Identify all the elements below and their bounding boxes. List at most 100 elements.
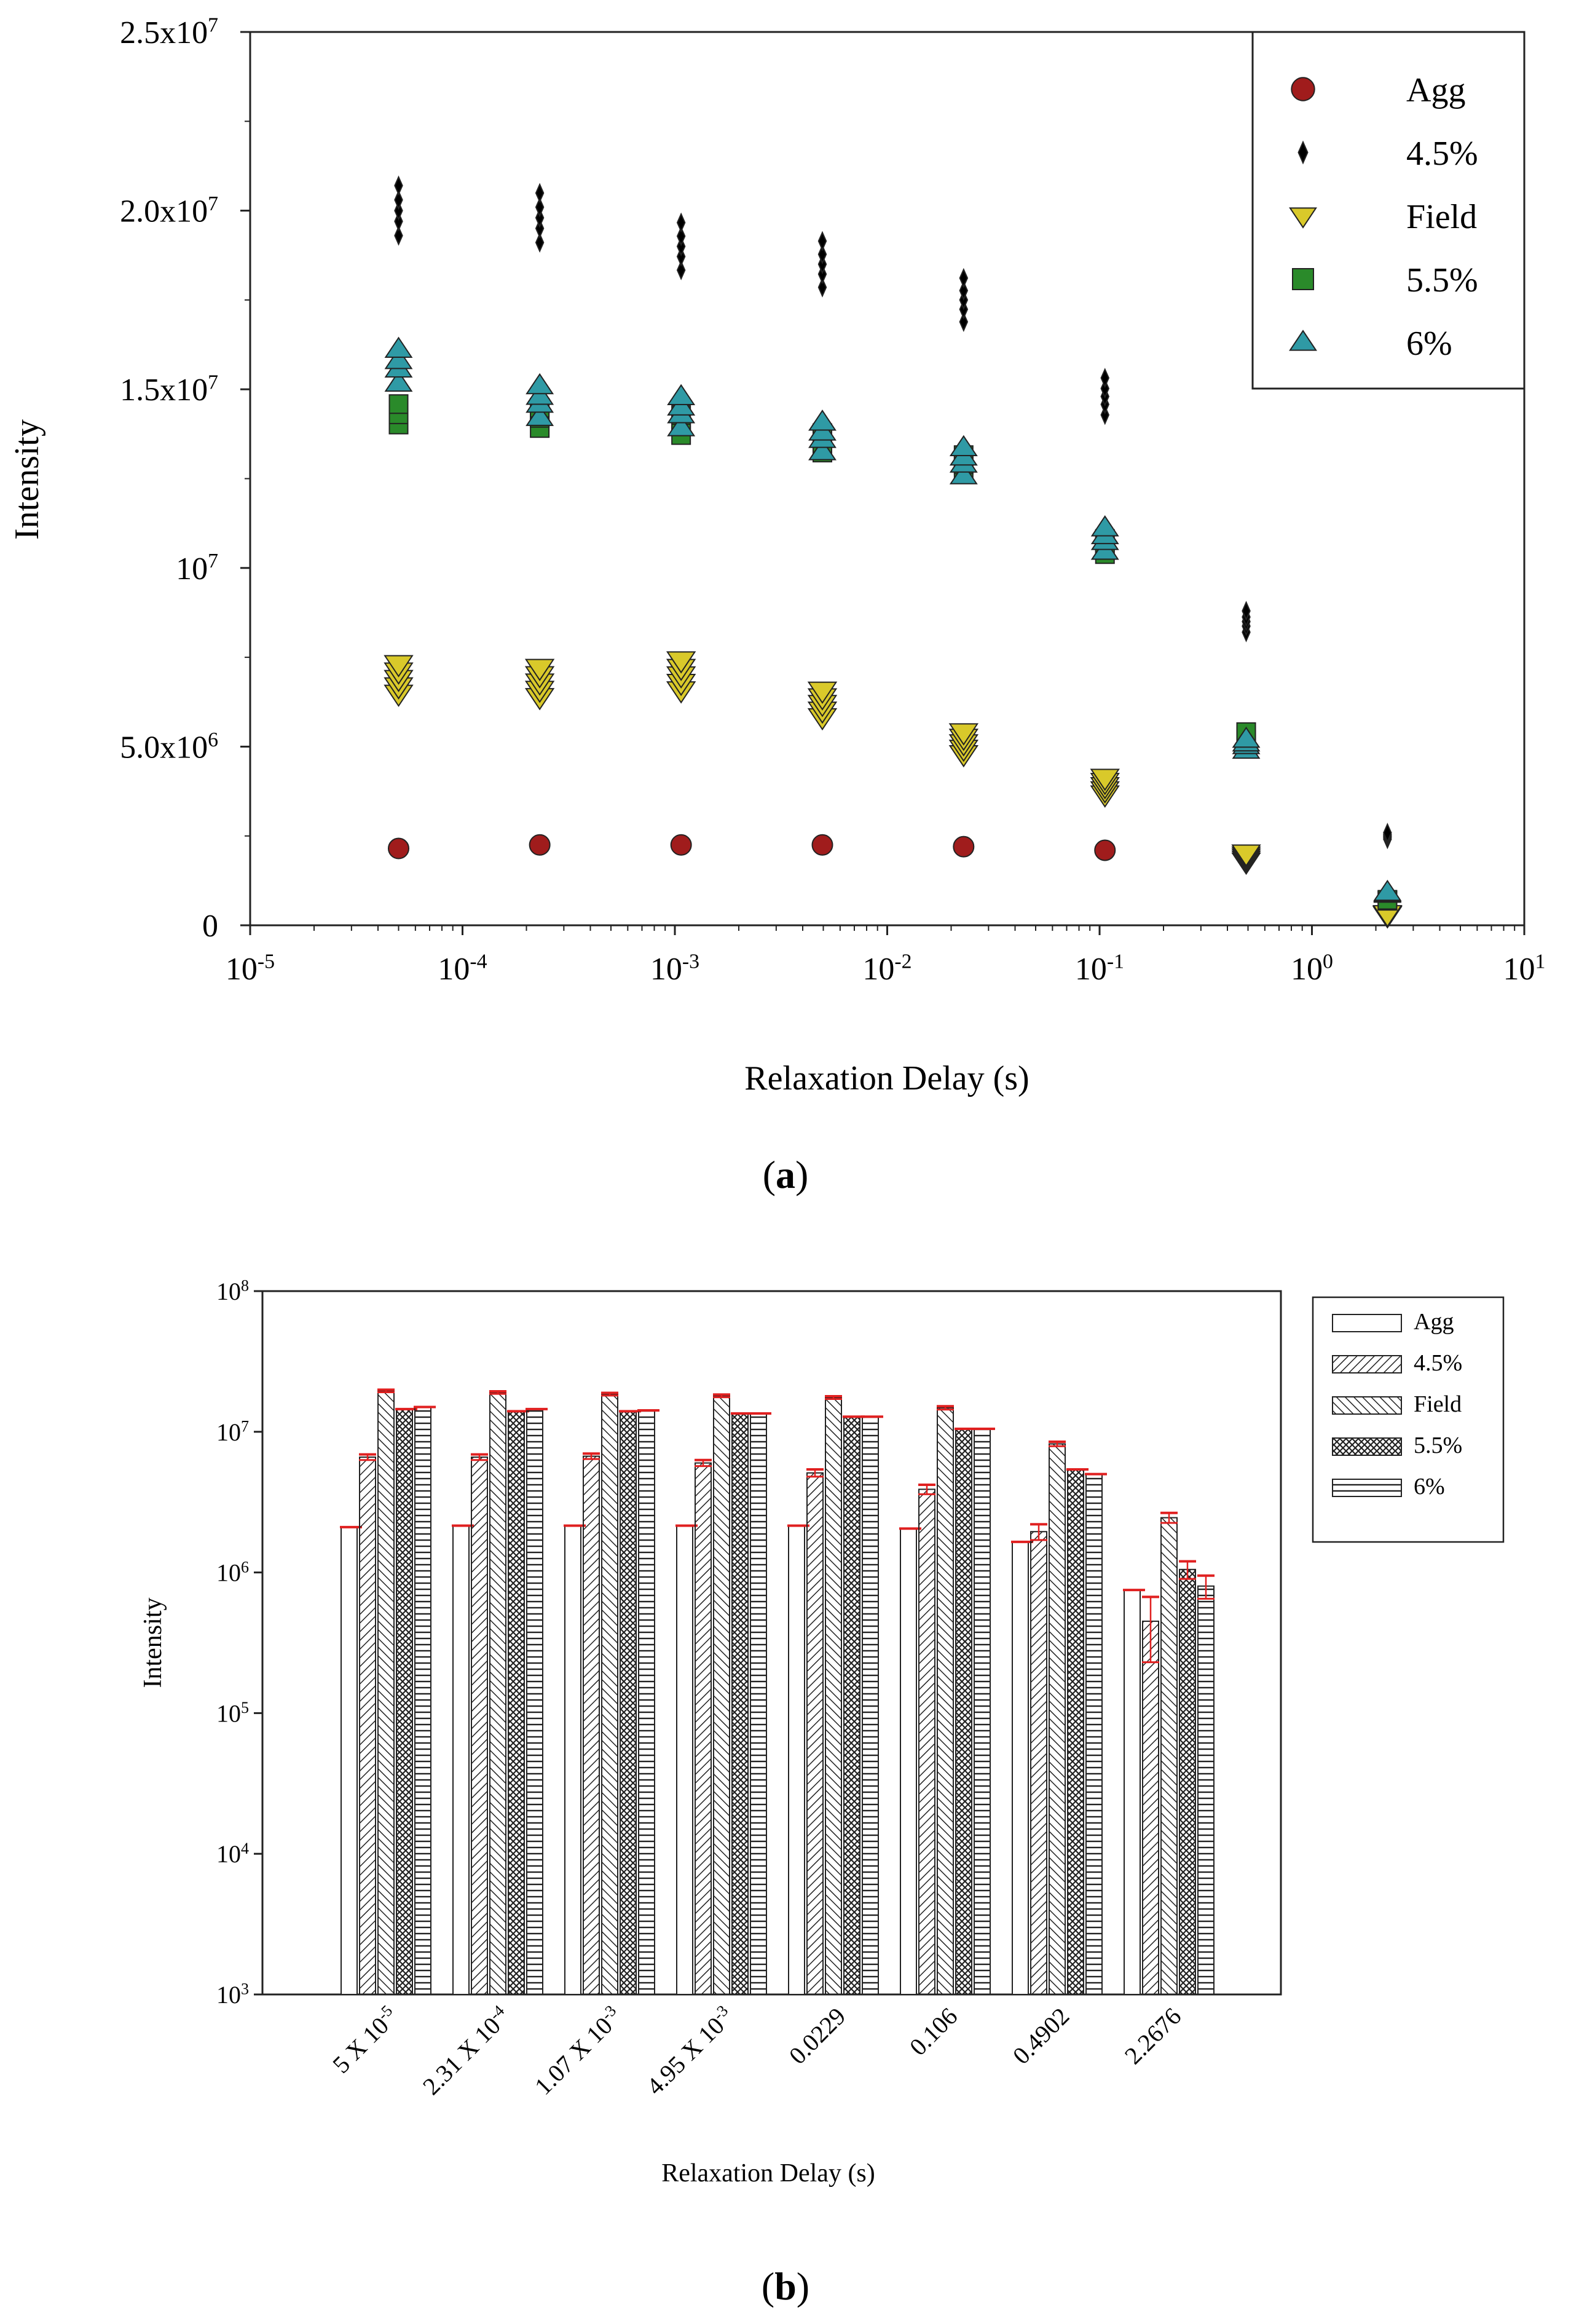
legend-swatch xyxy=(1332,1355,1402,1373)
legend-label: Field xyxy=(1406,198,1477,236)
data-point xyxy=(676,212,686,233)
plot-frame-b xyxy=(261,1290,1282,1996)
x-tick-label: 2.31 X 10-4 xyxy=(417,2002,515,2100)
data-point xyxy=(1373,879,1402,901)
panel-label-b: (b) xyxy=(762,2264,809,2308)
y-tick-label: 107 xyxy=(176,550,218,587)
y-tick-label: 1.5x107 xyxy=(120,371,218,408)
data-point xyxy=(811,834,833,856)
data-point xyxy=(817,231,827,251)
data-point xyxy=(949,463,978,484)
data-point xyxy=(535,232,545,253)
bar xyxy=(1049,1443,1066,1995)
y-tick-label: 108 xyxy=(216,1277,249,1305)
data-point xyxy=(524,658,555,681)
bar xyxy=(1160,1517,1178,1996)
data-point xyxy=(1090,515,1119,537)
x-tick-label: 4.95 X 10-3 xyxy=(640,2002,739,2100)
bar xyxy=(1124,1589,1141,1996)
bar xyxy=(750,1412,767,1996)
data-point xyxy=(817,244,827,265)
legend-swatch xyxy=(1332,1314,1402,1332)
data-point xyxy=(949,435,978,457)
data-point xyxy=(535,197,545,218)
y-tick-label: 2.0x107 xyxy=(120,192,218,229)
legend-label: 4.5% xyxy=(1406,135,1478,173)
legend-marker-6pct xyxy=(1289,330,1317,351)
bar xyxy=(900,1528,917,1996)
x-tick-label: 5 X 10-5 xyxy=(326,2002,403,2079)
legend-marker-Field xyxy=(1289,207,1317,229)
x-tick-label: 1.07 X 10-3 xyxy=(529,2002,627,2100)
data-point xyxy=(676,246,686,267)
data-point xyxy=(1094,839,1116,861)
legend-label: 4.5% xyxy=(1414,1350,1462,1376)
bar xyxy=(526,1408,543,1995)
data-point xyxy=(817,277,827,298)
data-point xyxy=(1100,368,1109,389)
bar xyxy=(1197,1585,1215,1995)
bar xyxy=(937,1407,954,1996)
legend-b: Agg 4.5% Field 5.5% 6% xyxy=(1312,1296,1505,1543)
x-tick-label: 10-4 xyxy=(438,950,487,987)
scatter-chart-a: 10-5 10-4 10-3 10-2 10-1 100 101 0 5.0x106 107 1.5… xyxy=(8,14,1545,1196)
y-tick-label: 0 xyxy=(202,909,218,944)
x-tick-label: 101 xyxy=(1503,950,1546,987)
data-point xyxy=(666,651,696,674)
data-point xyxy=(384,370,413,392)
bar xyxy=(843,1416,860,1995)
bars-b xyxy=(340,1388,1215,1996)
data-point xyxy=(535,207,545,228)
data-point xyxy=(670,834,692,856)
bar xyxy=(489,1392,506,1996)
bar xyxy=(508,1410,525,1996)
data-point xyxy=(948,723,979,746)
data-point xyxy=(667,384,696,406)
y-axis-title-a: Intensity xyxy=(8,419,46,540)
panel-label-a: (a) xyxy=(763,1153,809,1196)
axis-ticks-a: 10-5 10-4 10-3 10-2 10-1 100 101 0 5.0x106 107 1.5… xyxy=(120,14,1545,987)
bar xyxy=(1142,1620,1159,1996)
bar xyxy=(806,1472,824,1996)
bar xyxy=(620,1410,637,1996)
data-point xyxy=(388,394,409,414)
y-tick-label: 107 xyxy=(216,1418,249,1446)
bar xyxy=(825,1397,842,1995)
data-point xyxy=(526,373,554,395)
data-point xyxy=(1231,844,1261,867)
bar xyxy=(1085,1473,1103,1996)
y-axis-title-b: Intensity xyxy=(139,1598,167,1688)
data-point xyxy=(1090,769,1120,791)
legend-label: Agg xyxy=(1406,71,1465,109)
data-point xyxy=(808,409,837,431)
bar xyxy=(862,1416,879,1995)
data-point xyxy=(1242,601,1251,622)
legend-label: 6% xyxy=(1414,1474,1445,1500)
bar xyxy=(788,1525,805,1995)
bar xyxy=(918,1488,935,1996)
legend-frame-b xyxy=(1312,1296,1505,1543)
data-point xyxy=(387,837,409,860)
bar xyxy=(601,1393,618,1996)
bar xyxy=(583,1455,600,1995)
legend-marker-5-5pct xyxy=(1292,268,1314,290)
bar xyxy=(731,1412,749,1996)
data-point xyxy=(1100,405,1109,425)
data-point xyxy=(526,405,554,426)
data-point xyxy=(394,225,403,246)
legend-label: Field xyxy=(1414,1391,1462,1417)
bar xyxy=(1067,1469,1084,1995)
data-point xyxy=(384,347,413,370)
bar-chart-b: 103 104 105 106 107 108 5 X 10-5 2.31 X 10-4 1.0… xyxy=(139,1277,1505,2308)
bar xyxy=(341,1526,358,1995)
y-tick-label: 106 xyxy=(216,1558,249,1586)
data-point xyxy=(384,655,414,678)
data-point xyxy=(1383,823,1392,844)
legend-marker-4-5pct xyxy=(1297,140,1309,165)
x-tick-label: 10-1 xyxy=(1075,950,1124,987)
data-point xyxy=(808,439,837,460)
data-point xyxy=(394,211,403,232)
bar xyxy=(359,1456,376,1996)
x-tick-label: 10-5 xyxy=(226,950,275,987)
